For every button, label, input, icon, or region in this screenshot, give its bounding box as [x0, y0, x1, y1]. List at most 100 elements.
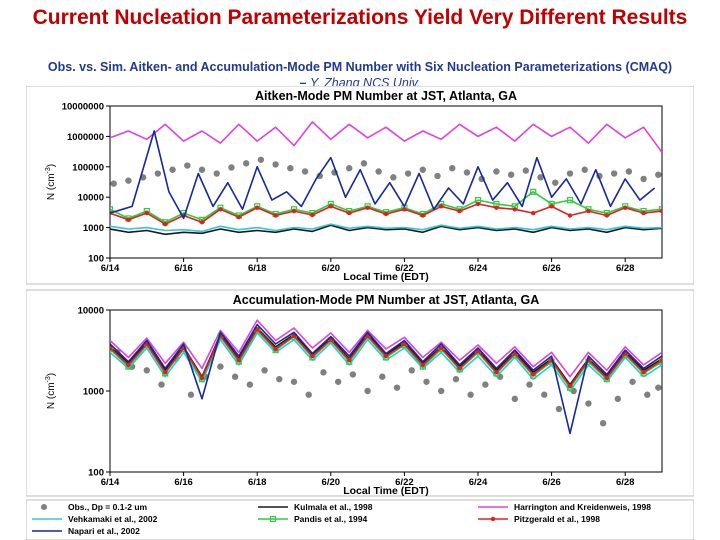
series-pitzgerald-et-al-1998-marker [567, 383, 573, 389]
y-label-close: ) [46, 373, 57, 376]
x-tick-label: 6/16 [174, 477, 193, 488]
series-pandis-et-al-1994-marker [566, 197, 574, 204]
series-obs-dp-0-1-2-um-point [217, 363, 224, 370]
series-vehkamaki-et-al-2002-line [110, 223, 662, 233]
series-obs-dp-0-1-2-um-point [272, 161, 279, 168]
series-napari-et-al-2002-line [110, 130, 656, 220]
series-obs-dp-0-1-2-um-point [228, 164, 235, 171]
legend-swatch [41, 504, 47, 510]
series-pitzgerald-et-al-1998-marker [163, 221, 168, 227]
legend-label: Pitzgerald et al., 1998 [514, 514, 600, 524]
series-obs-dp-0-1-2-um-point [404, 170, 412, 177]
x-tick-label: 6/26 [542, 263, 561, 274]
series-obs-dp-0-1-2-um-point [655, 171, 662, 178]
series-obs-dp-0-1-2-um-point [522, 167, 530, 174]
legend-item-pandis-et-al-1994: Pandis et al., 1994 [258, 514, 368, 524]
chart-title: Accumulation-Mode PM Number at JST, Atla… [233, 293, 540, 307]
series-pitzgerald-et-al-1998-marker [218, 207, 223, 212]
series-obs-dp-0-1-2-um-point [375, 168, 382, 175]
series-pitzgerald-et-al-1998-marker [273, 346, 278, 352]
legend-label: Harrington and Kreidenweis, 1998 [514, 502, 651, 512]
series-obs-dp-0-1-2-um-point [552, 179, 559, 186]
legend-label: Pandis et al., 1994 [294, 514, 368, 524]
series-pitzgerald-et-al-1998-marker [199, 375, 205, 381]
series-obs-dp-0-1-2-um-point [290, 378, 298, 385]
series-harrington-and-kreidenweis-1998-line [110, 121, 662, 153]
series-pitzgerald-et-al-1998-marker [567, 213, 573, 218]
legend-frame [26, 499, 694, 540]
series-pitzgerald-et-al-1998-marker [641, 370, 646, 375]
series-obs-dp-0-1-2-um-point [246, 381, 254, 388]
series-obs-dp-0-1-2-um-point [625, 168, 633, 175]
series-pitzgerald-et-al-1998-marker [310, 212, 315, 218]
series-obs-dp-0-1-2-um-point [110, 180, 117, 187]
x-tick-label: 6/18 [248, 263, 267, 274]
series-pitzgerald-et-al-1998-marker [420, 362, 425, 368]
series-pitzgerald-et-al-1998-marker [383, 211, 389, 217]
series-obs-dp-0-1-2-um-point [644, 391, 651, 398]
x-axis-label: Local Time (EDT) [343, 271, 429, 283]
series-napari-et-al-2002-line [110, 323, 662, 435]
series-obs-dp-0-1-2-um-point [537, 174, 544, 181]
series-obs-dp-0-1-2-um-point [408, 367, 415, 374]
series-obs-dp-0-1-2-um-point [143, 367, 150, 374]
series-obs-dp-0-1-2-um-point [511, 395, 518, 403]
legend-marker [490, 516, 496, 522]
y-tick-label: 100 [88, 254, 104, 265]
series-obs-dp-0-1-2-um-point [585, 400, 592, 407]
legend-label: Obs., Dp = 0.1-2 um [68, 502, 148, 512]
series-pitzgerald-et-al-1998-marker [163, 370, 168, 375]
series-pitzgerald-et-al-1998-marker [512, 207, 517, 212]
x-tick-label: 6/14 [101, 263, 120, 274]
y-tick-label: 100 [88, 468, 104, 479]
series-pitzgerald-et-al-1998-marker [273, 213, 278, 218]
legend-label: Kulmala et al., 1998 [294, 502, 373, 512]
y-axis-label: N (cm-3) [45, 164, 57, 200]
plot-area [109, 105, 663, 259]
series-pitzgerald-et-al-1998-marker [475, 201, 481, 207]
series-obs-dp-0-1-2-um-point [305, 391, 312, 398]
panel-frame [26, 289, 694, 497]
series-obs-dp-0-1-2-um-point [242, 160, 250, 167]
x-tick-label: 6/26 [542, 477, 561, 488]
series-obs-dp-0-1-2-um-point [125, 177, 132, 184]
legend-label: Napari et al., 2002 [68, 526, 140, 536]
legend-item-vehkamaki-et-al-2002: Vehkamaki et al., 2002 [32, 514, 158, 524]
series-obs-dp-0-1-2-um-point [610, 170, 618, 177]
chart-title: Aitken-Mode PM Number at JST, Atlanta, G… [255, 89, 517, 103]
series-pitzgerald-et-al-1998-marker [144, 210, 149, 216]
series-obs-dp-0-1-2-um-point [423, 378, 430, 385]
series-obs-dp-0-1-2-um-point [213, 170, 220, 177]
series-obs-dp-0-1-2-um-point [346, 164, 353, 172]
series-obs-dp-0-1-2-um-point [507, 171, 515, 178]
series-obs-dp-0-1-2-um-point [287, 164, 294, 172]
series-pandis-et-al-1994-marker [110, 206, 114, 213]
series-kulmala-et-al-1998-line [110, 224, 662, 236]
series-pitzgerald-et-al-1998-marker [641, 210, 646, 216]
series-obs-dp-0-1-2-um-point [452, 375, 460, 383]
y-label-close: ) [46, 164, 57, 167]
series-obs-dp-0-1-2-um-point [438, 387, 445, 395]
series-obs-dp-0-1-2-um-point [541, 391, 548, 398]
plot-series-group [110, 121, 662, 236]
x-tick-label: 6/20 [322, 263, 341, 274]
series-obs-dp-0-1-2-um-point [482, 381, 489, 388]
series-obs-dp-0-1-2-um-point [434, 172, 441, 180]
legend-label: Vehkamaki et al., 2002 [68, 514, 158, 524]
y-tick-label: 100000 [72, 162, 104, 173]
series-pitzgerald-et-al-1998-marker [126, 217, 131, 223]
series-pitzgerald-et-al-1998-marker [383, 353, 389, 359]
x-tick-label: 6/20 [322, 477, 341, 488]
series-obs-dp-0-1-2-um-point [467, 391, 474, 398]
series-pitzgerald-et-al-1998-marker [439, 345, 444, 351]
series-obs-dp-0-1-2-um-point [184, 162, 191, 169]
legend-item-pitzgerald-et-al-1998: Pitzgerald et al., 1998 [478, 514, 600, 524]
series-obs-dp-0-1-2-um-point [231, 373, 239, 380]
x-tick-label: 6/22 [395, 263, 414, 274]
series-pandis-et-al-1994-marker [530, 188, 537, 195]
y-tick-label: 10000000 [62, 102, 104, 113]
series-pitzgerald-et-al-1998-marker [255, 205, 260, 210]
y-tick-label: 1000 [83, 387, 104, 398]
series-pitzgerald-et-al-1998-marker [494, 205, 499, 210]
series-obs-dp-0-1-2-um-point [276, 375, 283, 383]
